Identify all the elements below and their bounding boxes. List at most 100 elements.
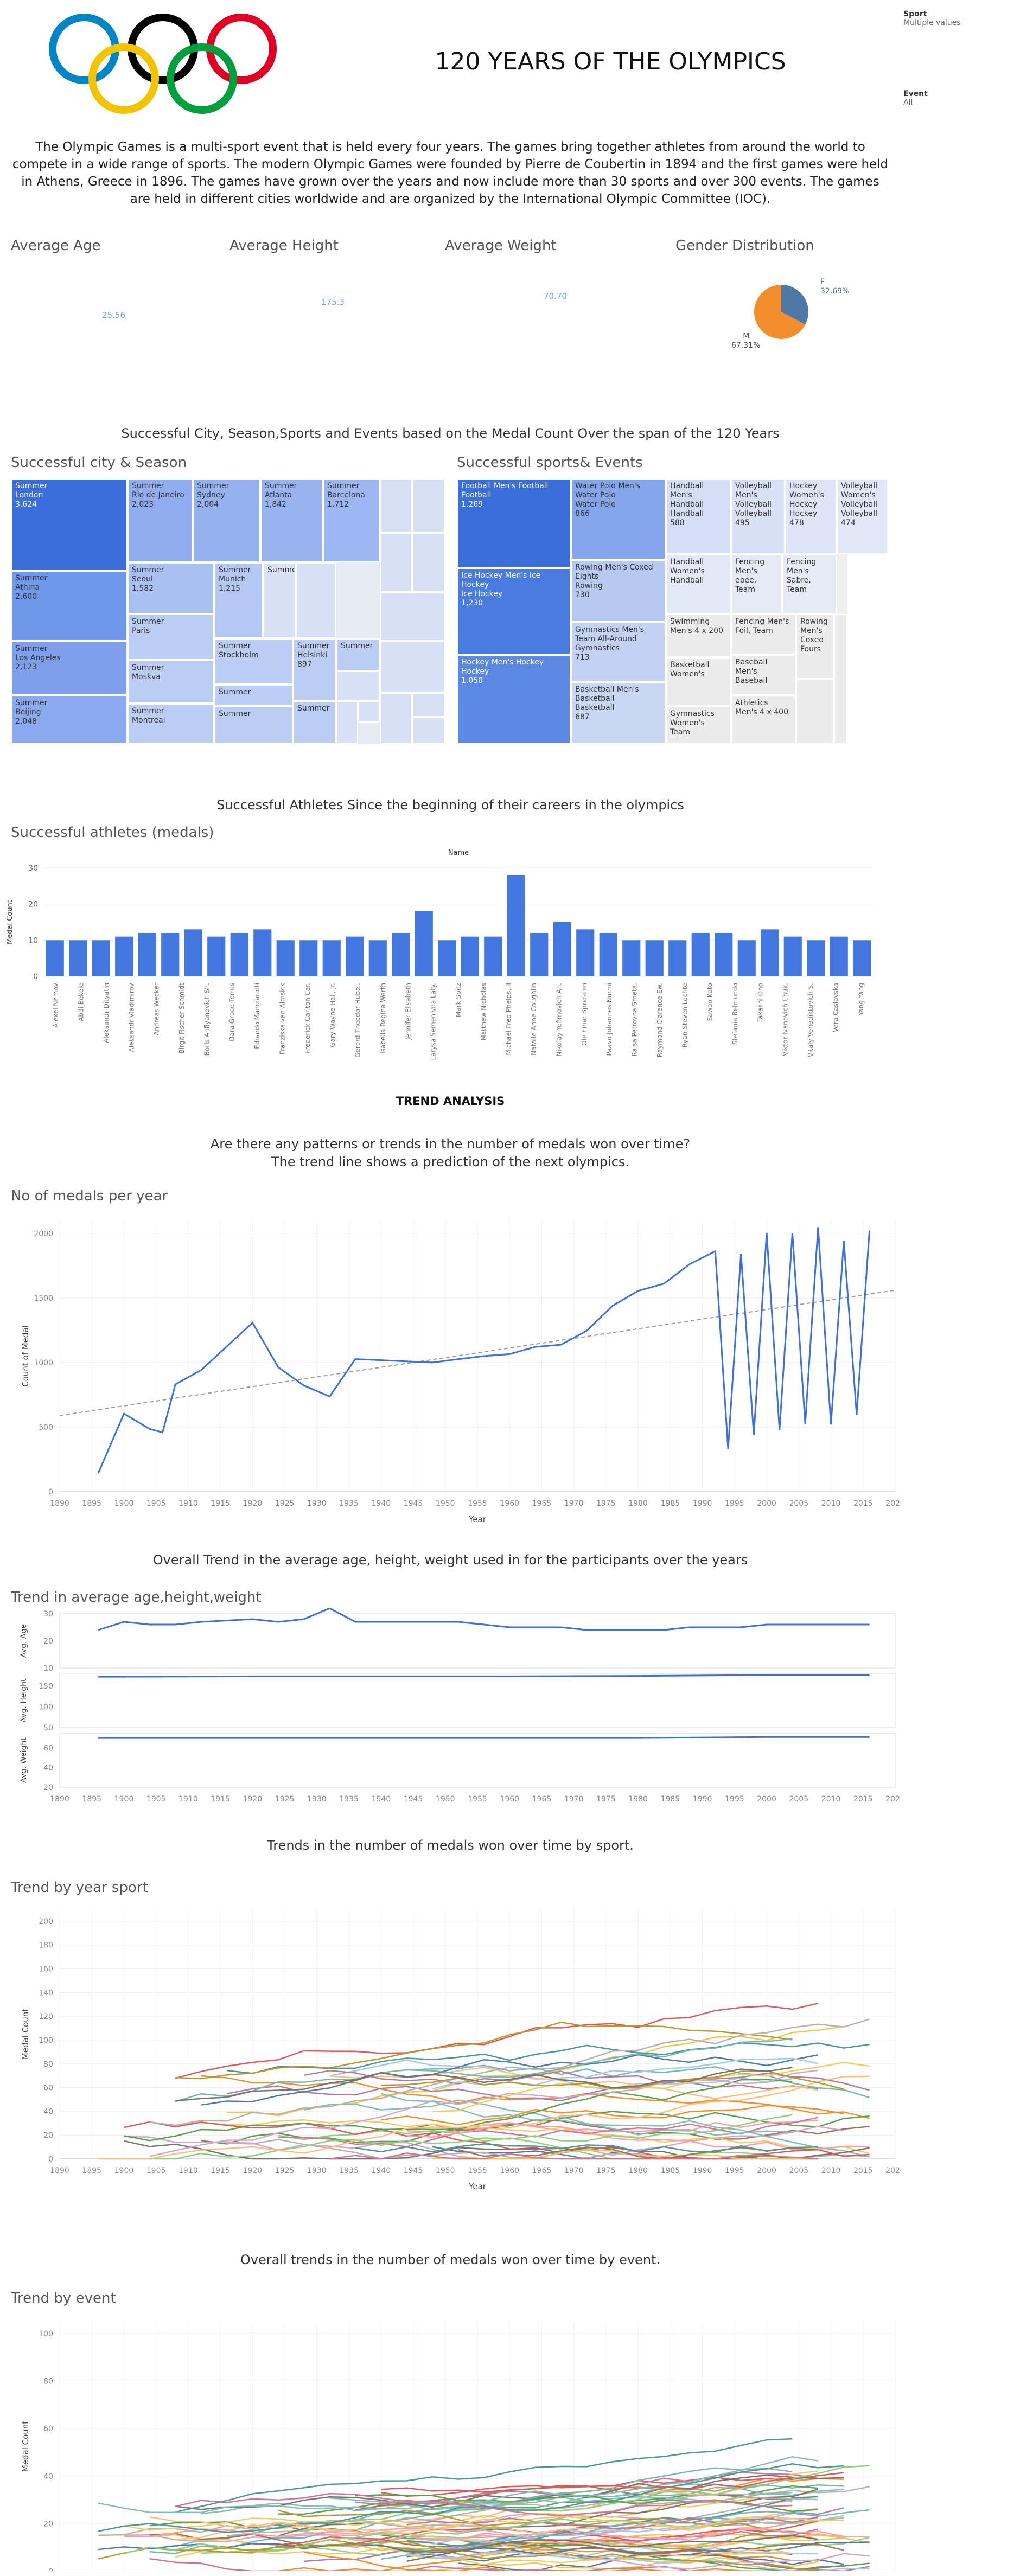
trend-by-event-chart[interactable]: 1890189519001905191019151920192519301935…	[0, 2311, 901, 2571]
series-line[interactable]	[278, 2130, 818, 2160]
city-treemap-cell[interactable]: Summer Moskva	[127, 660, 214, 704]
sports-treemap-cell[interactable]: Rowing Men's Coxed Eights Rowing 730	[571, 560, 666, 622]
series-line[interactable]	[124, 2515, 844, 2531]
sports-treemap-cell[interactable]: Gymnastics Men's Team All-Around Gymnasti…	[571, 622, 666, 682]
series-line[interactable]	[175, 2067, 793, 2102]
bar[interactable]	[622, 940, 641, 976]
agw-series-line[interactable]	[98, 1608, 870, 1631]
bar[interactable]	[276, 940, 295, 976]
series-line[interactable]	[201, 2075, 870, 2119]
sports-treemap-cell[interactable]: Baseball Men's Baseball	[731, 655, 796, 695]
series-line[interactable]	[432, 2061, 870, 2113]
bar[interactable]	[830, 936, 848, 976]
bar[interactable]	[599, 933, 617, 976]
sports-treemap-cell[interactable]: Fencing Men's epee, Team	[731, 554, 782, 614]
sports-treemap-cell[interactable]: Handball Men's Handball Handball 588	[666, 478, 731, 554]
pie-slice-female[interactable]	[781, 285, 808, 325]
series-line[interactable]	[406, 2064, 870, 2099]
series-line[interactable]	[175, 2003, 819, 2079]
bar[interactable]	[69, 940, 87, 976]
city-treemap-cell[interactable]: Summer Paris	[127, 614, 214, 660]
series-line[interactable]	[406, 2490, 819, 2527]
bar[interactable]	[761, 929, 779, 976]
bar[interactable]	[576, 929, 595, 976]
series-line[interactable]	[175, 2021, 793, 2080]
series-line[interactable]	[406, 2551, 870, 2571]
series-line[interactable]	[329, 2152, 818, 2160]
sports-treemap-cell[interactable]: Athletics Men's 4 x 400	[731, 695, 796, 744]
series-line[interactable]	[124, 2079, 793, 2142]
city-treemap-cell[interactable]	[380, 478, 412, 533]
series-line[interactable]	[226, 2042, 870, 2074]
city-treemap-cell[interactable]	[380, 693, 412, 744]
bar[interactable]	[253, 929, 272, 976]
series-line[interactable]	[149, 2467, 793, 2554]
series-line[interactable]	[175, 2492, 793, 2516]
bar[interactable]	[438, 940, 456, 976]
series-line[interactable]	[98, 2075, 870, 2160]
sports-treemap-cell[interactable]: Gymnastics Women's Team	[666, 706, 731, 744]
bar[interactable]	[230, 933, 248, 976]
sports-treemap-cell[interactable]: Fencing Men's Sabre, Team	[782, 554, 837, 614]
sports-treemap-cell[interactable]: Swimming Men's 4 x 200	[666, 614, 731, 657]
sports-treemap-cell[interactable]: Basketball Men's Basketball Basketball 687	[571, 682, 666, 744]
city-treemap-cell[interactable]: Summer	[293, 701, 336, 744]
bar[interactable]	[737, 940, 756, 976]
series-line[interactable]	[175, 2038, 793, 2102]
bar[interactable]	[807, 940, 825, 976]
city-treemap-cell[interactable]	[296, 562, 336, 638]
series-line[interactable]	[278, 2117, 819, 2147]
city-treemap-cell[interactable]	[336, 671, 380, 701]
bar[interactable]	[853, 940, 871, 976]
city-treemap-cell[interactable]	[380, 641, 445, 693]
agw-series-line[interactable]	[98, 1736, 870, 1739]
city-treemap-cell[interactable]: Summer Beijing 2,048	[11, 695, 127, 744]
bar[interactable]	[346, 936, 364, 976]
series-line[interactable]	[355, 2494, 818, 2513]
series-line[interactable]	[406, 2119, 818, 2133]
bar[interactable]	[184, 929, 202, 976]
city-treemap-cell[interactable]	[358, 701, 380, 723]
sports-treemap-cell[interactable]: Hockey Men's Hockey Hockey 1,050	[457, 655, 571, 744]
series-line[interactable]	[149, 2114, 793, 2160]
sports-treemap-cell[interactable]: Volleyball Men's Volleyball Volleyball 495	[731, 478, 785, 554]
city-treemap-cell[interactable]: Summer Stockholm	[214, 638, 293, 685]
city-treemap-cell[interactable]: Summer Atlanta 1,842	[260, 478, 323, 562]
series-line[interactable]	[124, 2527, 870, 2545]
sports-treemap-cell[interactable]: Rowing Men's Coxed Fours	[796, 614, 834, 679]
series-line[interactable]	[406, 2122, 870, 2150]
bar[interactable]	[415, 911, 433, 976]
athletes-bar-chart[interactable]: Name Medal Count 0 10 20 30 Alexei Nemov Abdi B…	[0, 846, 901, 1085]
sport-filter-value[interactable]: Multiple values	[903, 18, 961, 27]
bar[interactable]	[299, 940, 318, 976]
gender-pie[interactable]	[751, 282, 811, 342]
bar[interactable]	[553, 922, 571, 976]
city-treemap-cell[interactable]: Summer	[214, 685, 293, 706]
series-line[interactable]	[381, 2477, 793, 2497]
bar[interactable]	[507, 875, 525, 976]
city-treemap-cell[interactable]: Summer Seoul 1,582	[127, 562, 214, 614]
series-line[interactable]	[406, 2535, 819, 2562]
sports-treemap-cell[interactable]: Handball Women's Handball	[666, 554, 731, 614]
city-treemap-cell[interactable]: Summer London 3,624	[11, 478, 127, 571]
city-treemap-cell[interactable]	[412, 717, 445, 744]
series-line[interactable]	[201, 2119, 870, 2155]
bar[interactable]	[115, 936, 133, 976]
city-treemap-cell[interactable]	[412, 533, 445, 592]
bar[interactable]	[207, 936, 226, 976]
agw-series-line[interactable]	[98, 1674, 870, 1678]
series-line[interactable]	[149, 2516, 793, 2561]
sports-treemap-cell[interactable]: Water Polo Men's Water Polo Water Polo 866	[571, 478, 666, 560]
city-treemap-cell[interactable]	[380, 533, 412, 592]
sports-treemap-cell[interactable]: Ice Hockey Men's Ice Hockey Ice Hockey 1,2…	[457, 568, 571, 655]
series-line[interactable]	[303, 2465, 870, 2533]
bar[interactable]	[46, 940, 64, 976]
event-filter[interactable]: Event All	[903, 90, 1012, 107]
series-line[interactable]	[175, 2546, 793, 2566]
bar[interactable]	[484, 936, 502, 976]
series-line[interactable]	[149, 2069, 819, 2157]
city-treemap-cell[interactable]: Summer	[214, 706, 293, 744]
pie-slice-male[interactable]	[754, 285, 806, 339]
bar[interactable]	[668, 940, 687, 976]
series-line[interactable]	[303, 2099, 870, 2158]
